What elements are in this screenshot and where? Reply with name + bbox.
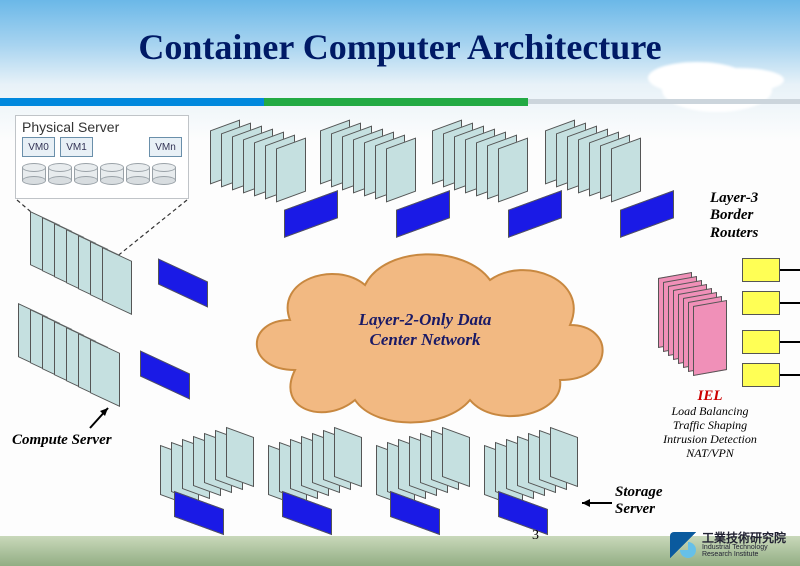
disk-icon bbox=[48, 163, 72, 185]
logo-icon bbox=[670, 532, 696, 558]
server-card bbox=[693, 300, 727, 376]
server-card bbox=[611, 138, 641, 203]
router-box bbox=[742, 363, 780, 387]
server-card bbox=[226, 427, 254, 487]
slide-number: 3 bbox=[532, 528, 539, 544]
switch-box bbox=[498, 491, 548, 535]
server-card bbox=[550, 427, 578, 487]
disk-icon bbox=[100, 163, 124, 185]
switch-box bbox=[282, 491, 332, 535]
compute-arrow-icon bbox=[86, 402, 116, 432]
router-line bbox=[780, 302, 800, 304]
page-title: Container Computer Architecture bbox=[0, 26, 800, 68]
border-routers-label: Layer-3 Border Routers bbox=[710, 190, 758, 242]
router-box bbox=[742, 258, 780, 282]
footer-logo: 工業技術研究院 Industrial Technology Research I… bbox=[670, 532, 786, 558]
server-card bbox=[276, 138, 306, 203]
iel-label: IEL Load Balancing Traffic Shaping Intru… bbox=[630, 388, 790, 460]
switch-box bbox=[174, 491, 224, 535]
server-card bbox=[334, 427, 362, 487]
compute-server-label: Compute Server bbox=[12, 432, 112, 449]
storage-server-label: Storage Server bbox=[615, 484, 663, 519]
server-card bbox=[90, 339, 120, 407]
vm-box: VM0 bbox=[22, 137, 55, 157]
cloud-label: Layer-2-Only Data Center Network bbox=[325, 310, 525, 350]
disk-icon bbox=[74, 163, 98, 185]
physical-server-title: Physical Server bbox=[16, 116, 188, 137]
disk-icon bbox=[126, 163, 150, 185]
vm-box: VMn bbox=[149, 137, 182, 157]
disk-icon bbox=[22, 163, 46, 185]
server-card bbox=[498, 138, 528, 203]
switch-box bbox=[140, 350, 190, 399]
switch-box bbox=[390, 491, 440, 535]
vm-box: VM1 bbox=[60, 137, 93, 157]
accent-bar bbox=[0, 98, 800, 106]
router-line bbox=[780, 374, 800, 376]
server-card bbox=[386, 138, 416, 203]
switch-box bbox=[620, 190, 674, 238]
physical-server-inset: Physical Server VM0 VM1 VMn bbox=[15, 115, 189, 199]
server-card bbox=[442, 427, 470, 487]
disk-icon bbox=[152, 163, 176, 185]
router-line bbox=[780, 341, 800, 343]
router-line bbox=[780, 269, 800, 271]
storage-arrow-icon bbox=[574, 493, 614, 513]
router-box bbox=[742, 291, 780, 315]
router-box bbox=[742, 330, 780, 354]
